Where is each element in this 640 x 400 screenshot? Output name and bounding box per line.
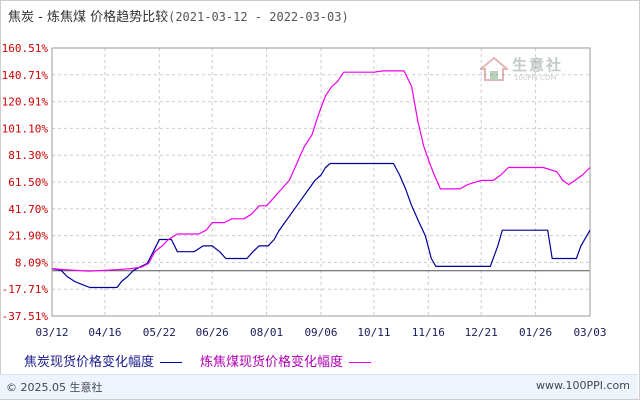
legend-swatch-coking-coal	[349, 362, 372, 363]
y-tick-label: 41.70%	[8, 203, 48, 216]
y-tick-label: 120.91%	[2, 96, 49, 109]
y-tick-label: 140.71%	[2, 69, 49, 82]
x-tick-label: 03/03	[573, 326, 606, 339]
y-tick-label: -37.51%	[2, 310, 49, 323]
y-tick-label: 101.10%	[2, 122, 49, 135]
series-lines	[51, 70, 591, 289]
legend-label-coking-coal: 炼焦煤现货价格变化幅度	[200, 355, 344, 370]
y-tick-label: 160.51%	[2, 42, 49, 55]
footer-site-link[interactable]: www.100PPI.com	[536, 379, 630, 392]
y-tick-labels: 160.51% 140.71% 120.91% 101.10% 81.30% 61.50%…	[2, 42, 49, 323]
chart-title-text: 焦炭 - 炼焦煤 价格趋势比较	[8, 10, 169, 25]
y-tick-label: 21.90%	[8, 230, 48, 243]
x-tick-label: 11/16	[412, 326, 445, 339]
legend-swatch-coke	[160, 362, 183, 363]
house-logo-icon	[480, 56, 508, 81]
watermark: 生意社 100PPI.COM	[480, 54, 590, 90]
series-line-coke	[51, 162, 591, 289]
x-tick-label: 08/01	[250, 326, 283, 339]
x-tick-label: 06/26	[196, 326, 229, 339]
chart-title: 焦炭 - 炼焦煤 价格趋势比较(2021-03-12 - 2022-03-03)	[8, 6, 349, 25]
series-line-coking-coal	[51, 70, 591, 272]
x-tick-label: 01/26	[519, 326, 552, 339]
footer-copyright: © 2025.05 生意社	[6, 381, 103, 394]
x-tick-label: 10/11	[357, 326, 390, 339]
footer-bar: © 2025.05 生意社 www.100PPI.com	[0, 374, 638, 399]
axes	[51, 47, 591, 317]
x-tick-label: 03/12	[35, 326, 68, 339]
x-tick-label: 12/21	[465, 326, 498, 339]
y-tick-label: 61.50%	[8, 176, 48, 189]
x-tick-label: 04/16	[88, 326, 121, 339]
y-tick-label: 81.30%	[8, 149, 48, 162]
y-tick-label: 8.09%	[15, 256, 48, 269]
y-tick-label: -17.71%	[2, 283, 49, 296]
legend-item-coke: 焦炭现货价格变化幅度	[24, 351, 183, 370]
watermark-cn: 生意社	[512, 56, 564, 74]
legend-item-coking-coal: 炼焦煤现货价格变化幅度	[200, 351, 372, 370]
x-tick-label: 09/06	[304, 326, 337, 339]
chart-date-range: (2021-03-12 - 2022-03-03)	[168, 10, 349, 24]
plot-border	[51, 47, 591, 317]
x-tick-labels: 03/12 04/16 05/22 06/26 08/01 09/06 10/11 11/16…	[35, 326, 606, 339]
x-tick-label: 05/22	[143, 326, 176, 339]
watermark-en: 100PPI.COM	[514, 74, 557, 82]
legend-label-coke: 焦炭现货价格变化幅度	[24, 355, 155, 370]
